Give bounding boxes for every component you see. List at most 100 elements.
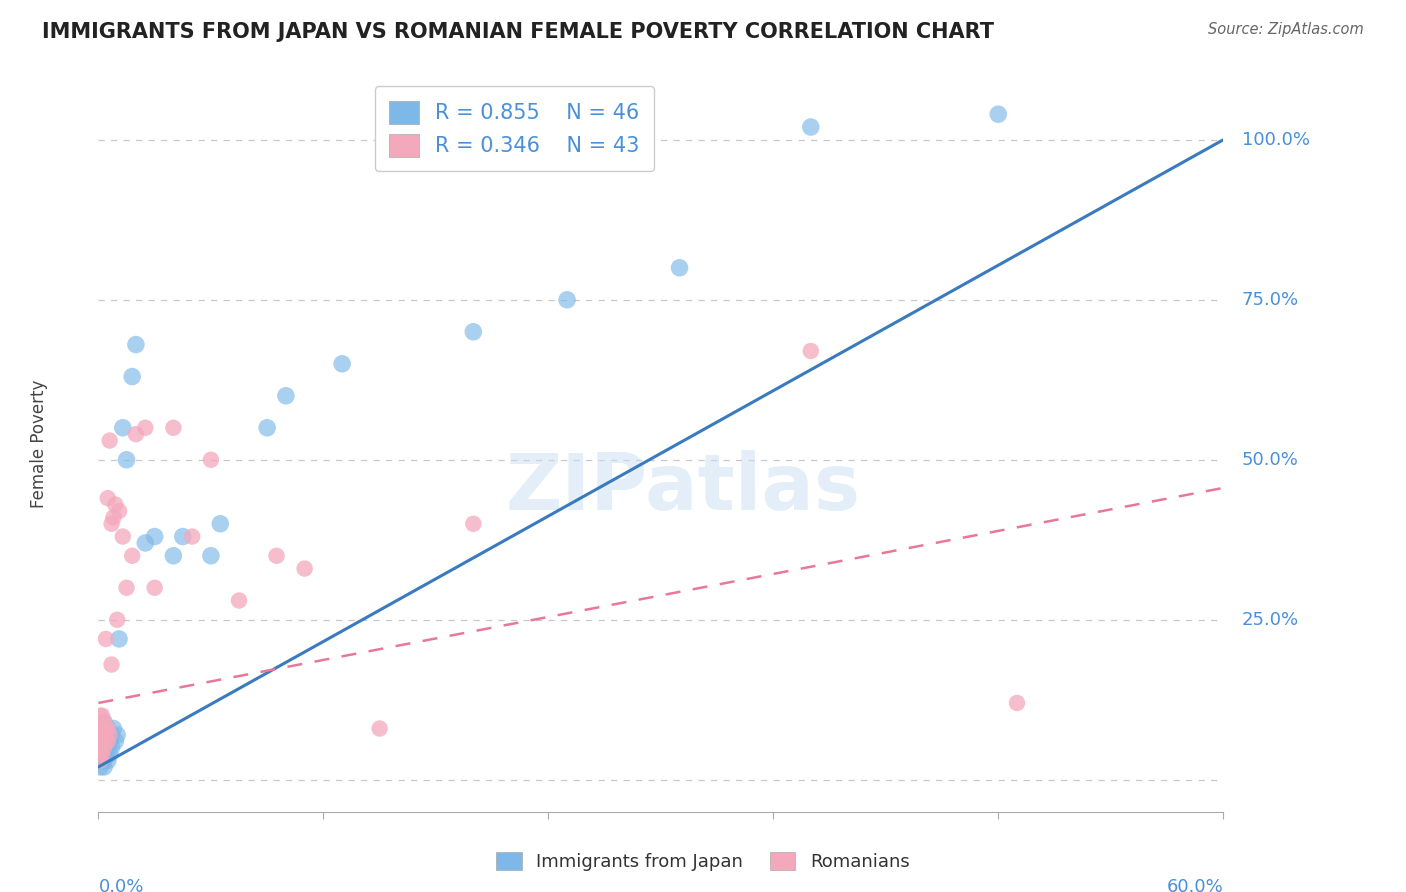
Point	[94, 734, 117, 748]
Point	[200, 452, 222, 467]
Point	[256, 421, 278, 435]
Point	[125, 337, 148, 351]
Point	[330, 357, 353, 371]
Point	[93, 740, 115, 755]
Text: Source: ZipAtlas.com: Source: ZipAtlas.com	[1208, 22, 1364, 37]
Point	[91, 747, 114, 761]
Point	[103, 510, 125, 524]
Point	[134, 421, 156, 435]
Point	[94, 722, 117, 736]
Point	[89, 708, 111, 723]
Point	[108, 632, 131, 646]
Point	[93, 740, 115, 755]
Text: 75.0%: 75.0%	[1241, 291, 1299, 309]
Point	[98, 728, 121, 742]
Point	[368, 722, 391, 736]
Point	[172, 530, 194, 544]
Point	[89, 760, 111, 774]
Point	[89, 754, 111, 768]
Point	[143, 530, 166, 544]
Text: ZIPatlas: ZIPatlas	[506, 450, 860, 526]
Point	[89, 747, 111, 761]
Point	[100, 728, 122, 742]
Point	[94, 632, 117, 646]
Point	[555, 293, 578, 307]
Point	[91, 734, 114, 748]
Point	[97, 722, 120, 736]
Point	[94, 747, 117, 761]
Point	[115, 581, 138, 595]
Point	[97, 740, 120, 755]
Point	[89, 722, 111, 736]
Point	[91, 754, 114, 768]
Point	[134, 536, 156, 550]
Point	[97, 734, 120, 748]
Text: IMMIGRANTS FROM JAPAN VS ROMANIAN FEMALE POVERTY CORRELATION CHART: IMMIGRANTS FROM JAPAN VS ROMANIAN FEMALE…	[42, 22, 994, 42]
Point	[100, 740, 122, 755]
Point	[100, 516, 122, 531]
Point	[108, 504, 131, 518]
Point	[115, 452, 138, 467]
Point	[89, 747, 111, 761]
Point	[103, 722, 125, 736]
Text: 25.0%: 25.0%	[1241, 611, 1299, 629]
Point	[93, 760, 115, 774]
Point	[105, 728, 128, 742]
Text: 60.0%: 60.0%	[1167, 878, 1223, 892]
Text: 100.0%: 100.0%	[1241, 131, 1310, 149]
Legend: Immigrants from Japan, Romanians: Immigrants from Japan, Romanians	[489, 845, 917, 879]
Point	[89, 734, 111, 748]
Point	[97, 491, 120, 505]
Point	[143, 581, 166, 595]
Point	[93, 728, 115, 742]
Text: 0.0%: 0.0%	[98, 878, 143, 892]
Point	[93, 715, 115, 730]
Point	[97, 754, 120, 768]
Point	[98, 747, 121, 761]
Point	[121, 549, 143, 563]
Point	[98, 434, 121, 448]
Point	[98, 734, 121, 748]
Point	[181, 530, 204, 544]
Point	[228, 593, 250, 607]
Point	[1005, 696, 1028, 710]
Point	[93, 728, 115, 742]
Point	[111, 530, 134, 544]
Point	[89, 728, 111, 742]
Point	[93, 715, 115, 730]
Text: 50.0%: 50.0%	[1241, 450, 1299, 469]
Point	[91, 708, 114, 723]
Point	[125, 427, 148, 442]
Point	[93, 754, 115, 768]
Point	[987, 107, 1010, 121]
Point	[94, 734, 117, 748]
Point	[89, 740, 111, 755]
Point	[104, 734, 127, 748]
Point	[294, 561, 316, 575]
Point	[91, 734, 114, 748]
Point	[94, 722, 117, 736]
Point	[91, 747, 114, 761]
Point	[100, 657, 122, 672]
Point	[463, 325, 485, 339]
Point	[668, 260, 690, 275]
Point	[162, 549, 184, 563]
Point	[209, 516, 232, 531]
Point	[162, 421, 184, 435]
Point	[463, 516, 485, 531]
Point	[105, 613, 128, 627]
Point	[274, 389, 297, 403]
Point	[266, 549, 288, 563]
Point	[91, 722, 114, 736]
Legend: R = 0.855    N = 46, R = 0.346    N = 43: R = 0.855 N = 46, R = 0.346 N = 43	[375, 87, 654, 171]
Point	[104, 498, 127, 512]
Point	[200, 549, 222, 563]
Point	[111, 421, 134, 435]
Point	[91, 722, 114, 736]
Point	[800, 343, 823, 358]
Point	[121, 369, 143, 384]
Point	[97, 722, 120, 736]
Text: Female Poverty: Female Poverty	[30, 380, 48, 508]
Point	[800, 120, 823, 134]
Point	[89, 754, 111, 768]
